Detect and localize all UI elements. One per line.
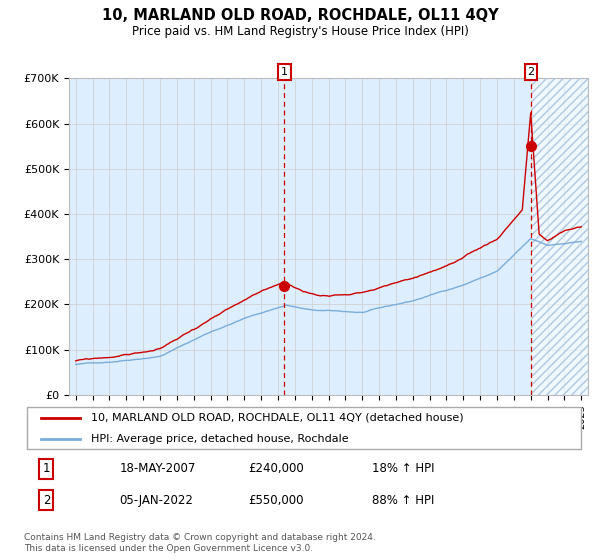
Text: 1: 1: [43, 462, 50, 475]
Text: 05-JAN-2022: 05-JAN-2022: [119, 493, 193, 507]
Text: HPI: Average price, detached house, Rochdale: HPI: Average price, detached house, Roch…: [91, 434, 349, 444]
Text: 10, MARLAND OLD ROAD, ROCHDALE, OL11 4QY: 10, MARLAND OLD ROAD, ROCHDALE, OL11 4QY: [101, 8, 499, 24]
Text: Price paid vs. HM Land Registry's House Price Index (HPI): Price paid vs. HM Land Registry's House …: [131, 25, 469, 38]
Text: 18-MAY-2007: 18-MAY-2007: [119, 462, 196, 475]
Text: 2: 2: [43, 493, 50, 507]
Text: This data is licensed under the Open Government Licence v3.0.: This data is licensed under the Open Gov…: [24, 544, 313, 553]
Text: 18% ↑ HPI: 18% ↑ HPI: [372, 462, 434, 475]
Text: 10, MARLAND OLD ROAD, ROCHDALE, OL11 4QY (detached house): 10, MARLAND OLD ROAD, ROCHDALE, OL11 4QY…: [91, 413, 464, 423]
Text: 88% ↑ HPI: 88% ↑ HPI: [372, 493, 434, 507]
Bar: [531, 78, 598, 395]
FancyBboxPatch shape: [27, 407, 581, 449]
Bar: [531, 78, 598, 395]
Text: Contains HM Land Registry data © Crown copyright and database right 2024.: Contains HM Land Registry data © Crown c…: [24, 533, 376, 542]
Text: 2: 2: [527, 67, 535, 77]
Text: £240,000: £240,000: [248, 462, 304, 475]
Text: 1: 1: [281, 67, 288, 77]
Text: £550,000: £550,000: [248, 493, 304, 507]
